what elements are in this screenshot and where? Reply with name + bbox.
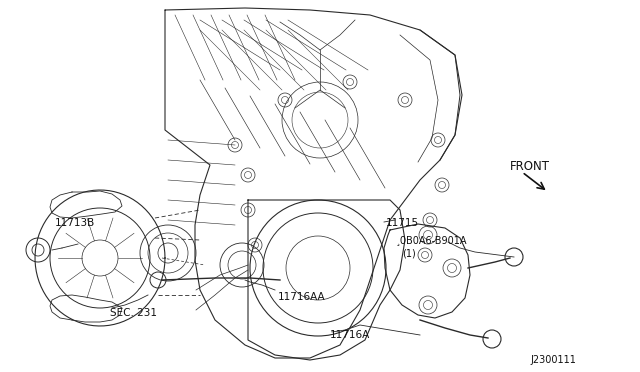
Text: SEC. 231: SEC. 231 — [110, 308, 157, 318]
Text: 11716AA: 11716AA — [278, 292, 326, 302]
Text: FRONT: FRONT — [510, 160, 550, 173]
Circle shape — [158, 243, 178, 263]
Text: (1): (1) — [402, 248, 416, 258]
Text: 11716A: 11716A — [330, 330, 371, 340]
Text: J2300111: J2300111 — [530, 355, 576, 365]
Text: 11713B: 11713B — [55, 218, 95, 228]
Text: 11715: 11715 — [386, 218, 419, 228]
Text: ¸0B0A6-B901A: ¸0B0A6-B901A — [396, 235, 467, 245]
